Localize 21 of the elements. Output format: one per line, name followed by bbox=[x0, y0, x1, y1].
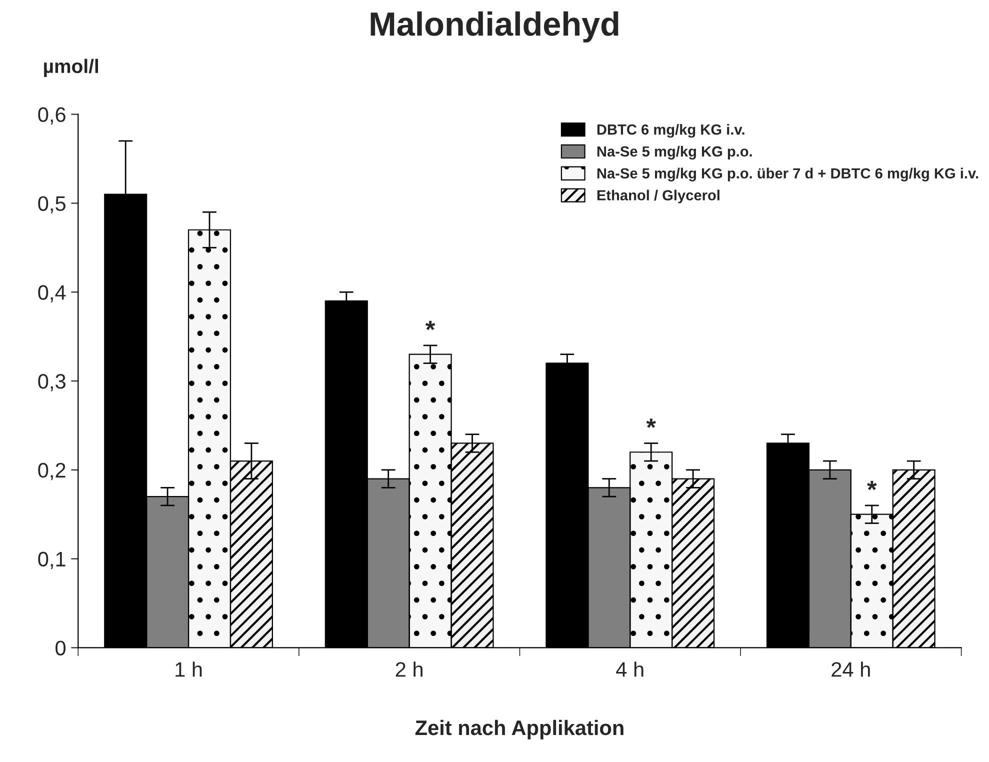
annotation: * bbox=[426, 320, 436, 330]
y-tick-label: 0,6 bbox=[38, 107, 66, 125]
y-tick-label: 0,1 bbox=[38, 552, 66, 570]
legend-label: DBTC 6 mg/kg KG i.v. bbox=[597, 124, 744, 138]
legend-label: Na-Se 5 mg/kg KG p.o. über 7 d + DBTC 6 mg/kg KG i.v. bbox=[597, 168, 978, 182]
x-tick-label: 2 h bbox=[396, 662, 422, 677]
x-tick-label: 24 h bbox=[832, 662, 870, 677]
annotation: * bbox=[646, 418, 656, 428]
y-axis-title: µmol/l bbox=[44, 58, 98, 77]
chart-title: Malondialdehyd bbox=[370, 11, 618, 43]
y-tick-label: 0,3 bbox=[38, 374, 66, 392]
x-axis-title: Zeit nach Applikation bbox=[415, 720, 624, 740]
y-tick-label: 0,5 bbox=[38, 196, 66, 214]
y-tick-label: 0,2 bbox=[38, 462, 66, 480]
y-tick-label: 0 bbox=[56, 640, 66, 656]
legend-label: Ethanol / Glycerol bbox=[597, 190, 720, 204]
x-tick-label: 1 h bbox=[176, 662, 202, 677]
x-tick-label: 4 h bbox=[616, 662, 644, 677]
legend-label: Na-Se 5 mg/kg KG p.o. bbox=[597, 146, 752, 160]
y-tick-label: 0,4 bbox=[38, 285, 66, 302]
annotation: * bbox=[867, 480, 877, 490]
